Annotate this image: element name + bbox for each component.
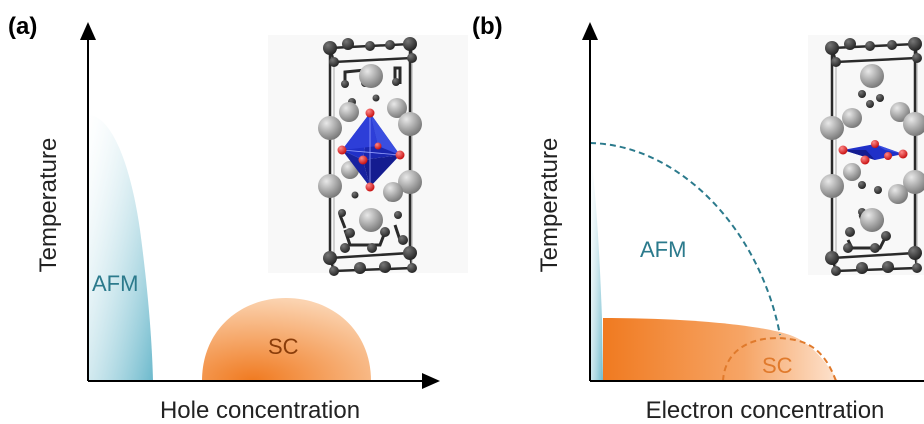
panel-a-afm-label: AFM xyxy=(92,271,138,296)
panel-a-x-label: Hole concentration xyxy=(160,397,360,424)
panel-b-afm-region xyxy=(590,150,603,381)
panel-a-sc-dome xyxy=(202,298,371,381)
panel-b-crystal-structure xyxy=(808,35,924,276)
panel-b-sc-region xyxy=(603,318,838,381)
panel-a-y-label: Temperature xyxy=(35,138,62,273)
panel-a-afm-region xyxy=(88,115,153,381)
panel-b-y-label: Temperature xyxy=(536,138,563,273)
panel-b: (b) AFM SC Electron concentration Temper… xyxy=(472,13,924,424)
panel-a: (a) AFM SC Hole concentration Temperatur… xyxy=(8,13,468,424)
panel-b-label: (b) xyxy=(472,13,503,40)
panel-b-x-label: Electron concentration xyxy=(646,397,885,424)
panel-b-afm-label: AFM xyxy=(640,237,686,262)
panel-a-octahedron xyxy=(341,113,401,187)
panel-a-sc-label: SC xyxy=(268,334,299,359)
panel-b-afm-boundary xyxy=(589,142,781,336)
panel-a-label: (a) xyxy=(8,13,37,40)
panel-a-crystal-structure xyxy=(268,35,468,276)
panel-b-sc-boundary xyxy=(722,337,837,382)
panel-b-sc-label: SC xyxy=(762,353,793,378)
